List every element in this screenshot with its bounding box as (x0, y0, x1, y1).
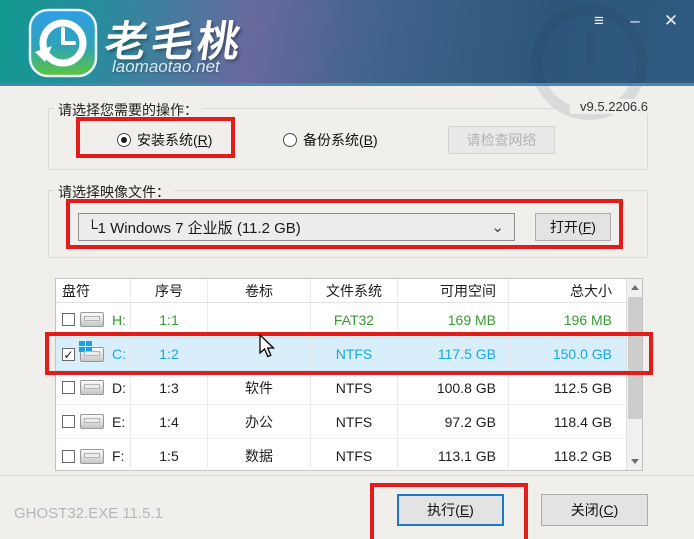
free-cell: 113.1 GB (398, 439, 509, 473)
drive-icon (80, 448, 104, 464)
brand-domain: laomaotao.net (112, 57, 220, 76)
fs-cell: NTFS (311, 338, 398, 370)
free-cell: 97.2 GB (398, 405, 509, 438)
version-label: v9.5.2206.6 (570, 99, 650, 114)
execute-button[interactable]: 执行(E) (397, 494, 504, 526)
drive-icon (80, 312, 104, 327)
label-cell: 办公 (208, 405, 311, 438)
seq-cell: 1:4 (131, 405, 208, 438)
mouse-cursor-icon (259, 334, 276, 358)
total-cell: 118.4 GB (553, 413, 612, 430)
menu-icon[interactable]: ≡ (594, 11, 604, 30)
minimize-icon[interactable]: – (630, 11, 640, 30)
checkbox-unchecked[interactable] (62, 313, 75, 326)
table-header-row: 盘符 序号 卷标 文件系统 可用空间 总大小 (56, 279, 626, 303)
label-cell: 数据 (208, 439, 311, 473)
table-row-H[interactable]: H: 1:1 FAT32 169 MB 196 MB (56, 303, 626, 337)
image-file-groupbox (48, 190, 648, 258)
total-cell: 112.5 GB (553, 379, 612, 396)
operation-groupbox (48, 108, 648, 170)
title-bar: 老毛桃 laomaotao.net ≡ – ✕ (0, 0, 694, 120)
free-cell: 100.8 GB (398, 371, 509, 404)
window-controls: ≡ – ✕ (588, 10, 682, 32)
drive-icon (80, 414, 104, 429)
label-cell (208, 338, 311, 370)
clock-watermark-icon (531, 4, 647, 120)
checkbox-unchecked[interactable] (62, 449, 75, 463)
seq-cell: 1:5 (131, 439, 208, 473)
system-drive-icon (79, 340, 104, 362)
drive-letter: D: (112, 379, 126, 396)
free-cell: 117.5 GB (398, 338, 509, 370)
label-cell: 软件 (208, 371, 311, 404)
laomaotao-logo-icon (28, 8, 98, 78)
ghost-version-status: GHOST32.EXE 11.5.1 (14, 505, 163, 522)
seq-cell: 1:2 (131, 338, 208, 370)
backup-system-radio-label: 备份系统(B) (303, 132, 378, 148)
backup-system-radio[interactable]: 备份系统(B) (283, 130, 378, 150)
install-system-radio[interactable]: 安装系统(R) (117, 130, 212, 150)
label-cell (208, 303, 311, 336)
scroll-up-icon[interactable] (627, 279, 644, 296)
close-button[interactable]: 关闭(C) (541, 494, 648, 526)
operation-group-label: 请选择您需要的操作： (54, 100, 202, 120)
table-row-E[interactable]: E: 1:4 办公 NTFS 97.2 GB 118.4 GB (56, 405, 626, 439)
install-system-radio-label: 安装系统(R) (137, 132, 213, 148)
seq-cell: 1:1 (131, 303, 208, 336)
scroll-down-icon[interactable] (627, 453, 644, 470)
col-header-fs[interactable]: 文件系统 (311, 279, 398, 302)
fs-cell: NTFS (311, 371, 398, 404)
radio-selected-icon[interactable] (117, 133, 131, 147)
col-header-label[interactable]: 卷标 (208, 279, 311, 302)
chevron-down-icon[interactable]: ⌄ (491, 219, 504, 236)
table-row-D[interactable]: D: 1:3 软件 NTFS 100.8 GB 112.5 GB (56, 371, 626, 405)
fs-cell: NTFS (311, 439, 398, 473)
table-row-C-selected[interactable]: ✓ C: 1:2 NTFS 117.5 GB 150.0 GB (56, 337, 626, 371)
table-scrollbar[interactable] (626, 279, 642, 470)
header-accent-line (0, 83, 694, 86)
close-icon[interactable]: ✕ (663, 11, 679, 30)
image-file-combobox[interactable]: └1 Windows 7 企业版 (11.2 GB) ⌄ (78, 213, 515, 241)
fs-cell: NTFS (311, 405, 398, 438)
total-cell: 196 MB (563, 311, 612, 328)
table-row-F[interactable]: F: 1:5 数据 NTFS 113.1 GB 118.2 GB (56, 439, 626, 473)
drive-letter: H: (112, 311, 126, 328)
checkbox-unchecked[interactable] (62, 415, 75, 428)
fs-cell: FAT32 (311, 303, 398, 336)
drive-letter: F: (112, 448, 125, 464)
radio-unselected-icon[interactable] (283, 133, 297, 147)
drive-icon (80, 380, 104, 395)
scrollbar-thumb[interactable] (628, 297, 642, 419)
checkbox-checked[interactable]: ✓ (62, 347, 75, 362)
windows-logo-icon (79, 340, 92, 353)
check-network-button: 请检查网络 (448, 126, 555, 154)
image-file-combobox-value: └1 Windows 7 企业版 (11.2 GB) (87, 219, 301, 237)
col-header-seq[interactable]: 序号 (131, 279, 208, 302)
partition-table: 盘符 序号 卷标 文件系统 可用空间 总大小 H: 1:1 FAT32 169 … (55, 278, 643, 473)
total-cell: 150.0 GB (552, 346, 612, 362)
col-header-total[interactable]: 总大小 (570, 282, 612, 299)
col-header-free[interactable]: 可用空间 (398, 279, 509, 302)
open-button[interactable]: 打开(F) (535, 213, 611, 241)
checkbox-unchecked[interactable] (62, 381, 75, 394)
image-file-group-label: 请选择映像文件： (54, 182, 174, 202)
drive-letter: E: (112, 413, 126, 430)
col-header-drive[interactable]: 盘符 (56, 279, 131, 302)
total-cell: 118.2 GB (553, 448, 612, 464)
drive-letter: C: (112, 346, 126, 362)
footer-divider (0, 475, 694, 476)
free-cell: 169 MB (398, 303, 509, 336)
seq-cell: 1:3 (131, 371, 208, 404)
